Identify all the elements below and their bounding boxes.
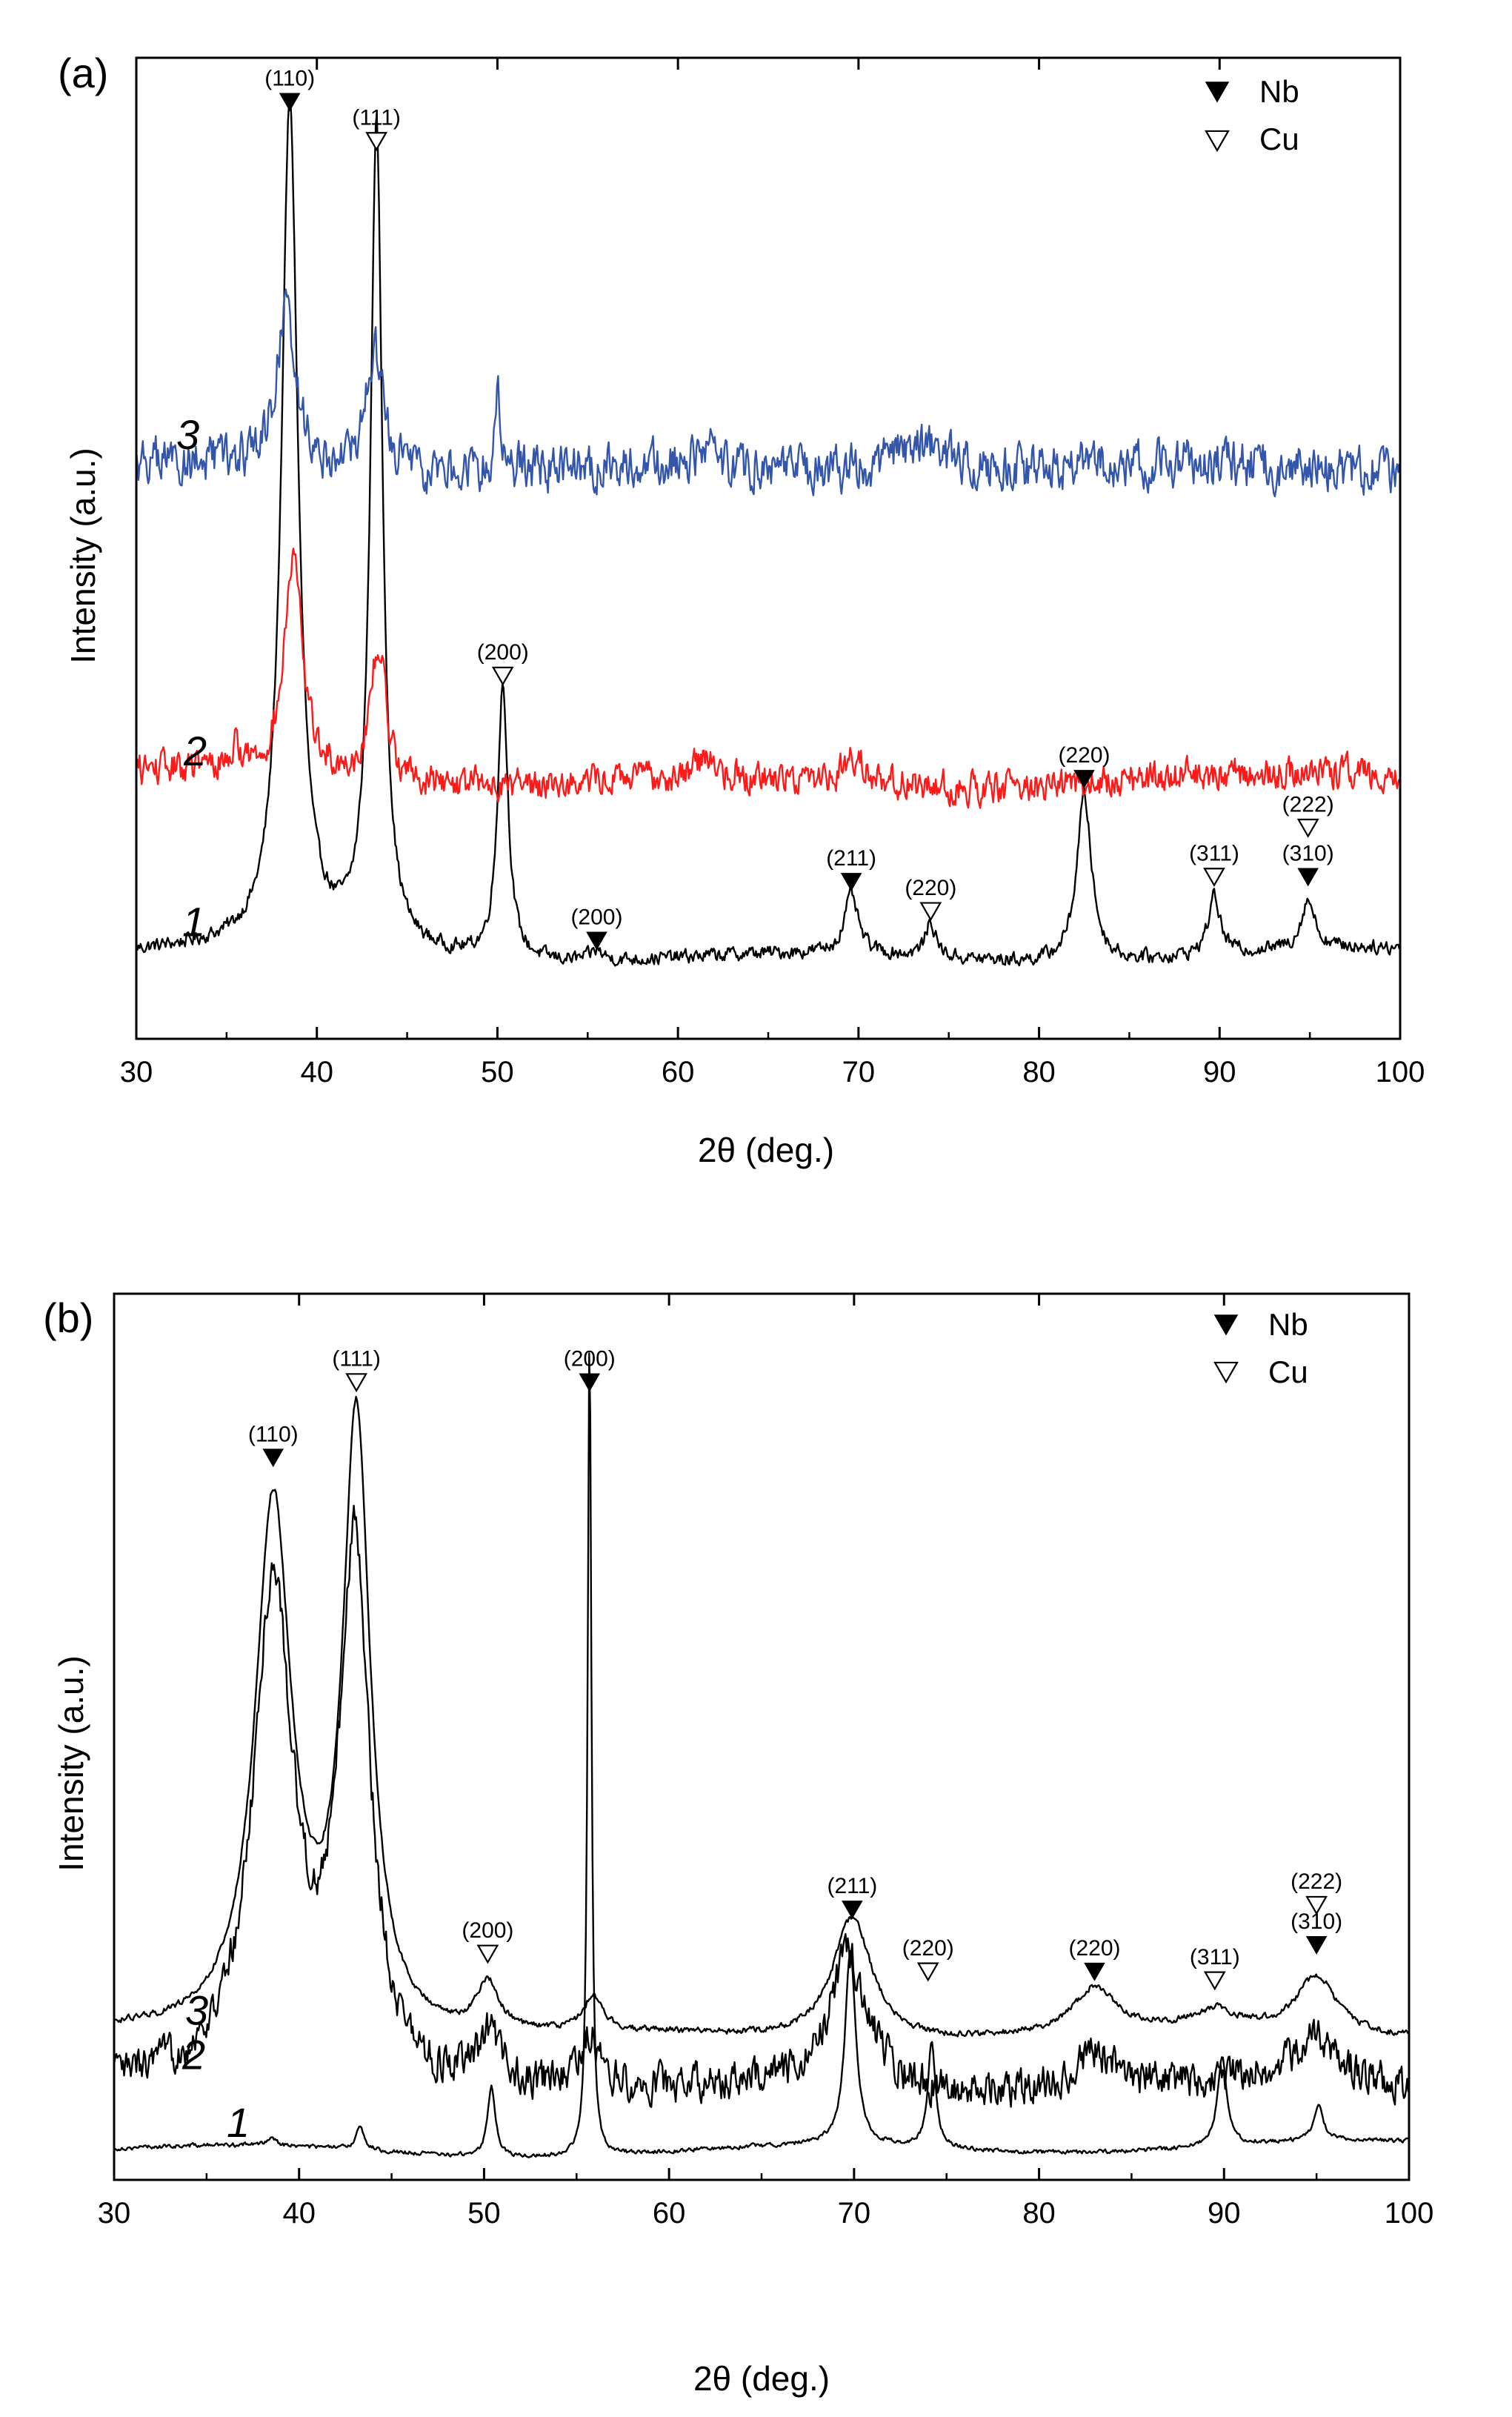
- panel-b-marker-cu-200: [476, 1944, 499, 1964]
- panel-a-marker-nb-310: [1297, 868, 1319, 887]
- panel-a-marker-nb-110: [279, 93, 301, 112]
- panel-a-x-tick-label: 50: [481, 1056, 514, 1088]
- panel-a-x-tick-label: 40: [300, 1056, 333, 1088]
- panel-a-y-axis-title: Intensity (a.u.): [64, 448, 102, 663]
- panel-a-legend-symbol-cu: [1205, 130, 1230, 153]
- panel-b-x-tick-label: 60: [653, 2197, 686, 2230]
- panel-b-legend: Nb Cu: [1268, 1307, 1308, 1389]
- panel-b-x-tick-label: 70: [838, 2197, 871, 2230]
- panel-b-x-tick-label: 80: [1022, 2197, 1056, 2230]
- panel-a-x-tick-label: 90: [1203, 1056, 1236, 1088]
- panel-b-peak-label-222: (222): [1290, 1869, 1342, 1894]
- panel-b-legend-label-cu: Cu: [1268, 1354, 1308, 1389]
- panel-a-peak-label-110: (110): [264, 67, 315, 91]
- panel-b-marker-nb-220: [1084, 1962, 1105, 1981]
- panel-a-x-axis-title: 2θ (deg.): [698, 1131, 834, 1169]
- panel-a-marker-cu-311: [1203, 868, 1225, 888]
- panel-a-legend-label-cu: Cu: [1259, 122, 1299, 156]
- panel-b-marker-cu-220: [916, 1962, 939, 1982]
- panel-a-label: (a): [58, 50, 108, 96]
- panel-a-x-tick-label: 30: [120, 1056, 153, 1088]
- panel-b-legend-symbol-nb: [1213, 1314, 1239, 1336]
- panel-b-marker-nb-211: [842, 1901, 863, 1920]
- panel-a-marker-cu-111: [365, 132, 388, 152]
- panel-a-peak-label-220: (220): [905, 876, 956, 900]
- panel-a-legend-label-nb: Nb: [1259, 74, 1299, 109]
- panel-a-legend: Nb Cu: [1259, 74, 1299, 156]
- panel-a-x-tick-label: 80: [1022, 1056, 1056, 1088]
- panel-b-label: (b): [43, 1294, 93, 1341]
- panel-b-legend-label-nb: Nb: [1268, 1307, 1308, 1342]
- panel-b-curve-label-2: 2: [181, 2031, 205, 2078]
- panel-b-marker-nb-110: [262, 1449, 284, 1468]
- panel-a-curve-label-1: 1: [182, 898, 205, 945]
- panel-a-x-tick-label: 100: [1376, 1056, 1425, 1088]
- panel-b-marker-nb-310: [1305, 1936, 1328, 1955]
- panel-b-series-1-line: [113, 1352, 1409, 2158]
- panel-a-curve-label-2: 2: [183, 728, 207, 774]
- panel-b-x-tick-label: 90: [1208, 2197, 1241, 2230]
- panel-a-x-tick-label: 70: [842, 1056, 876, 1088]
- panel-b-marker-cu-222: [1305, 1895, 1328, 1915]
- panel-a-x-tick-label: 60: [662, 1056, 695, 1088]
- panel-a-peak-label-222: (222): [1282, 792, 1334, 817]
- panel-b-x-tick-label: 100: [1385, 2197, 1434, 2230]
- panel-b-peak-label-200: (200): [462, 1918, 513, 1943]
- panel-b-marker-cu-311: [1203, 1971, 1226, 1991]
- panel-b-peak-label-211: (211): [827, 1874, 877, 1898]
- panel-a-marker-cu-222: [1296, 818, 1319, 838]
- panel-a-series-2-line: [135, 548, 1401, 809]
- panel-a-curve-label-3: 3: [176, 411, 199, 458]
- panel-a-peak-label-200: (200): [477, 640, 529, 665]
- panel-b-peak-label-111: (111): [332, 1347, 381, 1372]
- panel-b-peak-label-200: (200): [564, 1347, 616, 1372]
- panel-a-marker-nb-200: [586, 931, 607, 951]
- panel-b-x-tick-label: 50: [467, 2197, 501, 2230]
- panel-b-legend-symbol-cu: [1213, 1361, 1239, 1384]
- panel-b-x-tick-label: 40: [282, 2197, 316, 2230]
- panel-a-series-1-line: [135, 93, 1401, 967]
- panel-a-marker-nb-220: [1073, 770, 1095, 788]
- panel-b-x-tick-label: 30: [98, 2197, 131, 2230]
- panel-b-peak-label-220: (220): [902, 1936, 954, 1961]
- panel-b: (b) 2θ (deg.) Intensity (a.u.) Nb Cu 30 4…: [43, 1292, 1434, 2398]
- panel-b-marker-nb-200: [579, 1373, 601, 1392]
- panel-b-x-axis-title: 2θ (deg.): [693, 2359, 830, 2398]
- panel-a: (a) 2θ (deg.) Intensity (a.u.) Nb Cu 30 4…: [58, 50, 1425, 1169]
- panel-b-peak-label-220: (220): [1068, 1936, 1120, 1961]
- panel-b-series-2-line: [113, 1504, 1410, 2109]
- panel-b-marker-cu-111: [345, 1373, 368, 1393]
- panel-a-marker-cu-200: [491, 666, 514, 686]
- panel-a-peak-label-220: (220): [1058, 743, 1110, 768]
- panel-b-peak-label-311: (311): [1190, 1945, 1240, 1969]
- panel-a-peak-label-211: (211): [826, 846, 876, 871]
- panel-a-peak-label-310: (310): [1282, 842, 1334, 866]
- panel-b-peak-label-310: (310): [1290, 1909, 1342, 1934]
- panel-b-curve-label-3: 3: [185, 1987, 208, 2034]
- panel-b-series-3-line: [113, 1395, 1410, 2038]
- panel-a-marker-cu-220: [919, 902, 942, 922]
- panel-a-peak-label-200: (200): [570, 905, 622, 930]
- panel-a-peak-label-311: (311): [1189, 842, 1239, 866]
- panel-b-curve-label-1: 1: [227, 2099, 250, 2146]
- panel-a-peak-label-111: (111): [352, 106, 401, 130]
- panel-a-series-3-line: [135, 288, 1401, 498]
- panel-a-marker-nb-211: [840, 873, 862, 891]
- panel-b-y-axis-title: Intensity (a.u.): [52, 1655, 90, 1871]
- panel-a-legend-symbol-nb: [1205, 82, 1230, 103]
- panel-b-peak-label-110: (110): [248, 1422, 299, 1446]
